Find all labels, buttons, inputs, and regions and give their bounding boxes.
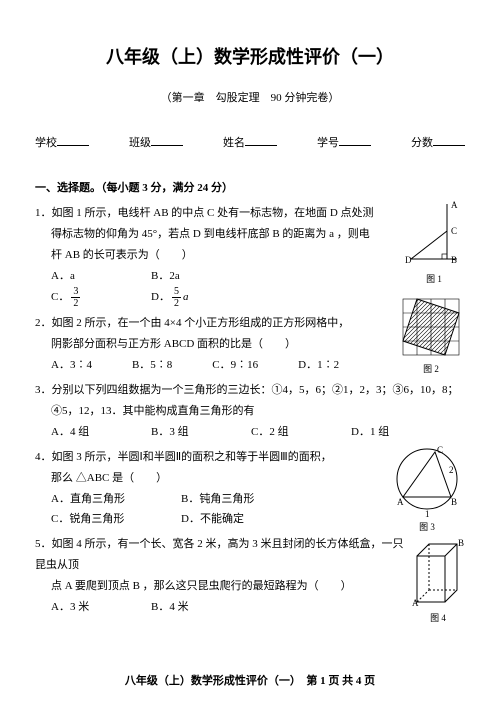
q5-opt-a: A．3 米: [51, 597, 151, 618]
q3-line1: 3．分别以下列四组数据为一个三角形的三边长：①4，5，6；②1，2，3；③6，1…: [35, 380, 465, 401]
question-2: 图 2 2．如图 2 所示，在一个由 4×4 个小正方形组成的正方形网格中， 阴…: [35, 313, 465, 376]
q1-opt-d: D．52a: [151, 286, 251, 309]
q2-line2: 阴影部分面积与正方形 ABCD 面积的比是（ ）: [35, 334, 385, 355]
field-score: 分数: [411, 133, 465, 154]
q4-options-2: C．锐角三角形 D．不能确定: [35, 509, 385, 530]
q2-options: A．3∶4 B．5∶8 C．9∶16 D．1∶2: [35, 355, 385, 376]
q1-d-num: 5: [172, 286, 181, 298]
field-score-line: [433, 134, 465, 146]
q1-opt-b: B．2a: [151, 266, 251, 287]
figure-4-caption: 图 4: [411, 610, 465, 627]
page-footer: 八年级（上）数学形成性评价（一） 第 1 页 共 4 页: [0, 671, 500, 692]
q1-line3: 杆 AB 的长可表示为（ ）: [35, 245, 385, 266]
q1-c-num: 3: [71, 286, 80, 298]
figure-2: 图 2: [397, 293, 465, 378]
q3-line2: ④5，12，13．其中能构成直角三角形的有: [35, 401, 465, 422]
fig3-label-2: 2: [449, 465, 454, 475]
q2-opt-c: C．9∶16: [212, 355, 258, 376]
fig1-label-c: C: [451, 226, 457, 236]
q5-options: A．3 米 B．4 米: [35, 597, 405, 618]
q4-opt-c: C．锐角三角形: [51, 509, 181, 530]
figure-3-svg: A 1 B 2 C: [389, 443, 465, 519]
field-class-label: 班级: [129, 133, 151, 154]
fig1-label-a: A: [451, 200, 458, 210]
q1-d-den: 2: [172, 298, 181, 309]
q4-opt-b: B．钝角三角形: [181, 489, 311, 510]
q2-opt-a: A．3∶4: [51, 355, 92, 376]
figure-4: A B 图 4: [411, 538, 465, 627]
field-id-label: 学号: [317, 133, 339, 154]
q4-line2: 那么 △ABC 是（ ）: [35, 468, 385, 489]
figure-2-svg: [397, 293, 465, 361]
q2-opt-b: B．5∶8: [132, 355, 172, 376]
fig3-label-1: 1: [425, 509, 430, 519]
question-4: A 1 B 2 C 图 3 4．如图 3 所示，半圆Ⅰ和半圆Ⅱ的面积之和等于半圆…: [35, 447, 465, 531]
fig3-label-c: C: [437, 445, 443, 455]
q1-opt-c-pre: C．: [51, 287, 69, 308]
q4-opt-d: D．不能确定: [181, 509, 311, 530]
q2-opt-d: D．1∶2: [298, 355, 339, 376]
q1-line2: 得标志物的仰角为 45°，若点 D 到电线杆底部 B 的距离为 a ，则电: [35, 224, 385, 245]
q1-options: A．a B．2a: [35, 266, 385, 287]
q1-d-post: a: [183, 287, 189, 308]
q1-c-den: 2: [71, 298, 80, 309]
section-1-heading: 一、选择题。（每小题 3 分，满分 24 分）: [35, 178, 465, 199]
q3-opt-a: A．4 组: [51, 422, 151, 443]
question-5: A B 图 4 5．如图 4 所示，有一个长、宽各 2 米，高为 3 米且封闭的…: [35, 534, 465, 618]
q5-opt-b: B．4 米: [151, 597, 251, 618]
q3-opt-c: C．2 组: [251, 422, 351, 443]
field-school: 学校: [35, 133, 89, 154]
q5-line1: 5．如图 4 所示，有一个长、宽各 2 米，高为 3 米且封闭的长方体纸盒，一只…: [35, 534, 405, 576]
q1-opt-d-pre: D．: [151, 287, 170, 308]
fig3-label-a: A: [397, 497, 404, 507]
q3-options: A．4 组 B．3 组 C．2 组 D．1 组: [35, 422, 465, 443]
figure-1: A C B D 图 1: [403, 199, 465, 288]
q3-opt-d: D．1 组: [351, 422, 451, 443]
figure-3: A 1 B 2 C 图 3: [389, 443, 465, 536]
q1-line1: 1．如图 1 所示，电线杆 AB 的中点 C 处有一标志物，在地面 D 点处测: [35, 203, 385, 224]
fig1-label-b: B: [451, 255, 457, 265]
field-id: 学号: [317, 133, 371, 154]
question-3: 3．分别以下列四组数据为一个三角形的三边长：①4，5，6；②1，2，3；③6，1…: [35, 380, 465, 443]
page-title: 八年级（上）数学形成性评价（一）: [35, 40, 465, 74]
field-score-label: 分数: [411, 133, 433, 154]
field-class: 班级: [129, 133, 183, 154]
q2-line1: 2．如图 2 所示，在一个由 4×4 个小正方形组成的正方形网格中，: [35, 313, 385, 334]
figure-1-svg: A C B D: [403, 199, 465, 271]
q4-line1: 4．如图 3 所示，半圆Ⅰ和半圆Ⅱ的面积之和等于半圆Ⅲ的面积，: [35, 447, 385, 468]
q1-opt-a: A．a: [51, 266, 151, 287]
field-name: 姓名: [223, 133, 277, 154]
q4-opt-a: A．直角三角形: [51, 489, 181, 510]
q1-options-2: C．32 D．52a: [35, 286, 385, 309]
info-fields: 学校 班级 姓名 学号 分数: [35, 133, 465, 154]
figure-1-caption: 图 1: [403, 271, 465, 288]
q3-opt-b: B．3 组: [151, 422, 251, 443]
field-name-line: [245, 134, 277, 146]
field-school-label: 学校: [35, 133, 57, 154]
field-id-line: [339, 134, 371, 146]
q5-line2: 点 A 要爬到顶点 B ，那么这只昆虫爬行的最短路程为（ ）: [35, 576, 405, 597]
field-class-line: [151, 134, 183, 146]
field-school-line: [57, 134, 89, 146]
q1-opt-d-frac: 52: [172, 286, 181, 309]
page-subtitle: （第一章 勾股定理 90 分钟完卷）: [35, 88, 465, 109]
q1-opt-c: C．32: [51, 286, 151, 309]
field-name-label: 姓名: [223, 133, 245, 154]
figure-3-caption: 图 3: [389, 519, 465, 536]
figure-2-caption: 图 2: [397, 361, 465, 378]
figure-4-svg: A B: [411, 538, 465, 610]
fig1-label-d: D: [405, 255, 412, 265]
fig3-label-b: B: [451, 497, 457, 507]
q1-opt-c-frac: 32: [71, 286, 80, 309]
fig4-label-b: B: [458, 538, 464, 548]
q4-options-1: A．直角三角形 B．钝角三角形: [35, 489, 385, 510]
fig4-label-a: A: [412, 598, 419, 608]
